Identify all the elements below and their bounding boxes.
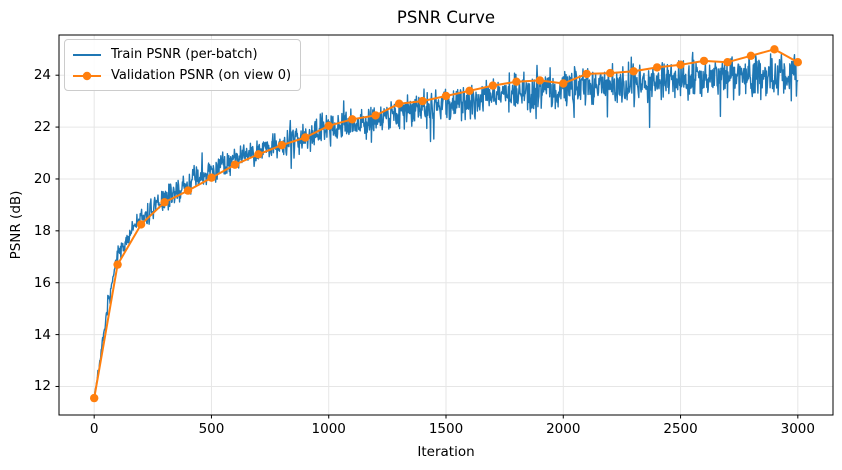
x-tick-label: 1000: [311, 421, 346, 437]
chart-title: PSNR Curve: [396, 8, 496, 27]
x-tick-label: 0: [89, 421, 99, 437]
y-tick-label: 18: [33, 222, 51, 239]
train-line-sample-icon: [73, 53, 101, 56]
y-tick-label: 12: [33, 378, 51, 395]
legend: Train PSNR (per-batch) Validation PSNR (…: [64, 39, 302, 91]
x-tick-label: 2000: [546, 421, 581, 437]
legend-label-train: Train PSNR (per-batch): [111, 47, 258, 62]
y-tick-label: 16: [33, 274, 51, 291]
validation-line-marker-sample-icon: [73, 71, 101, 80]
x-tick-label: 500: [198, 421, 225, 437]
x-tick-label: 2500: [663, 421, 698, 437]
legend-item-train: Train PSNR (per-batch): [72, 44, 291, 65]
legend-item-validation: Validation PSNR (on view 0): [72, 65, 291, 86]
x-tick-label: 1500: [428, 421, 464, 437]
y-tick-label: 20: [33, 170, 51, 187]
y-tick-label: 14: [33, 326, 51, 343]
x-axis-label: Iteration: [417, 444, 475, 460]
y-tick-label: 22: [33, 119, 51, 136]
legend-label-validation: Validation PSNR (on view 0): [111, 68, 292, 83]
y-tick-label: 24: [33, 67, 51, 84]
x-tick-label: 3000: [780, 421, 815, 437]
